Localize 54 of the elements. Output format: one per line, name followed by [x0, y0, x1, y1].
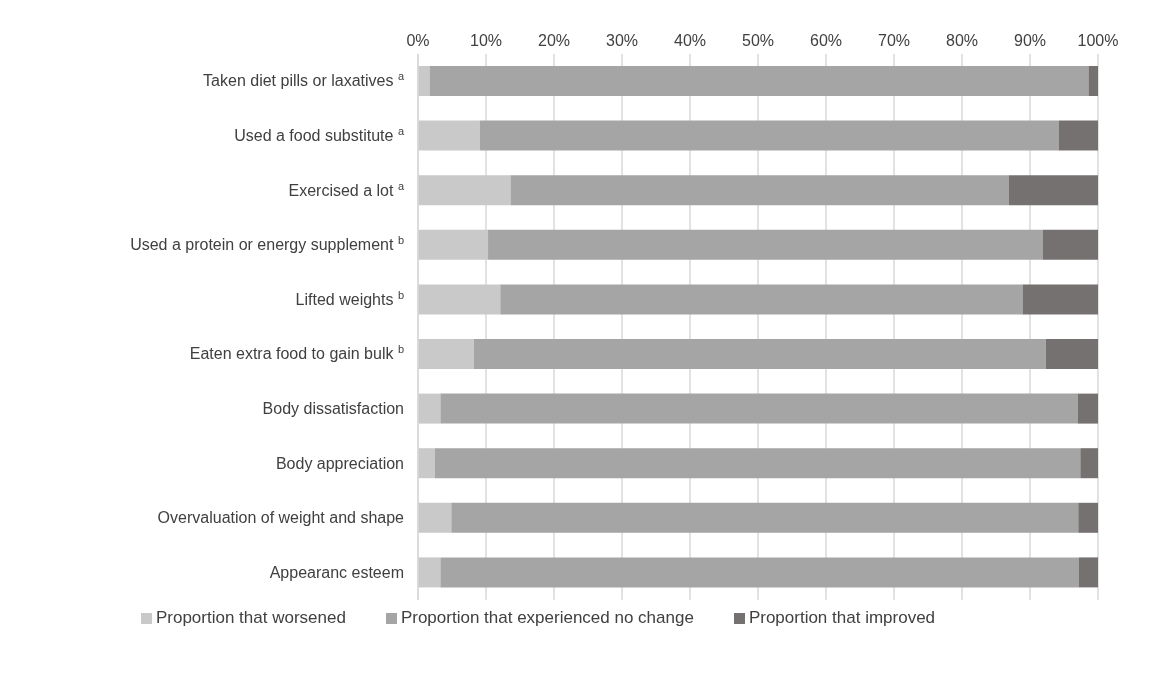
- bar: [1042, 229, 1098, 260]
- y-tick-label: Overvaluation of weight and shape: [157, 509, 405, 527]
- bar: [510, 175, 1009, 206]
- x-tick-label: 50%: [741, 32, 775, 49]
- bar: [1022, 284, 1098, 315]
- x-tick-label: 0%: [406, 32, 430, 49]
- y-tick-label: Body appreciation: [275, 454, 404, 472]
- legend-label: Proportion that worsened: [155, 608, 346, 627]
- y-tick-label: Taken diet pills or laxatives $^{a}$: [203, 70, 405, 90]
- bar: [451, 502, 1079, 533]
- x-tick-label: 60%: [809, 32, 843, 49]
- y-tick-label: Lifted weights $^{b}$: [295, 288, 404, 308]
- bar: [418, 448, 435, 479]
- y-tick-label: Body dissatisfaction: [262, 399, 404, 417]
- y-tick-label: Appearanc esteem: [269, 563, 404, 581]
- bar: [440, 393, 1078, 424]
- x-tick-label: 20%: [537, 32, 571, 49]
- bar: [418, 284, 501, 315]
- bar: [418, 120, 480, 151]
- bar: [429, 66, 1089, 96]
- bar: [418, 229, 489, 260]
- bar: [1080, 448, 1098, 479]
- bar: [435, 448, 1081, 479]
- bar: [1088, 66, 1098, 96]
- bar: [500, 284, 1023, 315]
- bar: [418, 339, 474, 369]
- x-tick-label: 30%: [605, 32, 639, 49]
- bar: [418, 393, 441, 424]
- legend-label: Proportion that improved: [748, 608, 936, 627]
- bar: [488, 229, 1043, 260]
- bar: [418, 66, 430, 96]
- y-tick-label: Used a protein or energy supplement $^{b}$: [130, 234, 404, 254]
- bar: [1008, 175, 1098, 206]
- bar: [1058, 120, 1098, 151]
- bar: [418, 502, 452, 533]
- bar: [418, 557, 441, 588]
- x-tick-label: 10%: [469, 32, 503, 49]
- x-tick-label: 80%: [945, 32, 979, 49]
- x-tick-label: 70%: [877, 32, 911, 49]
- legend-label: Proportion that experienced no change: [400, 608, 694, 627]
- y-tick-label: Eaten extra food to gain bulk $^{b}$: [189, 343, 404, 363]
- y-tick-label: Exercised a lot $^{a}$: [288, 179, 405, 199]
- bar: [1078, 557, 1098, 588]
- x-tick-label: 90%: [1013, 32, 1047, 49]
- bar: [479, 120, 1059, 151]
- y-tick-label: Used a food substitute $^{a}$: [234, 124, 405, 144]
- bar: [1045, 339, 1098, 369]
- bar: [418, 175, 511, 206]
- x-tick-label: 100%: [1077, 32, 1119, 49]
- bar: [440, 557, 1079, 588]
- bar: [1077, 393, 1098, 424]
- bar: [1078, 502, 1098, 533]
- bar: [473, 339, 1046, 369]
- x-tick-label: 40%: [673, 32, 707, 49]
